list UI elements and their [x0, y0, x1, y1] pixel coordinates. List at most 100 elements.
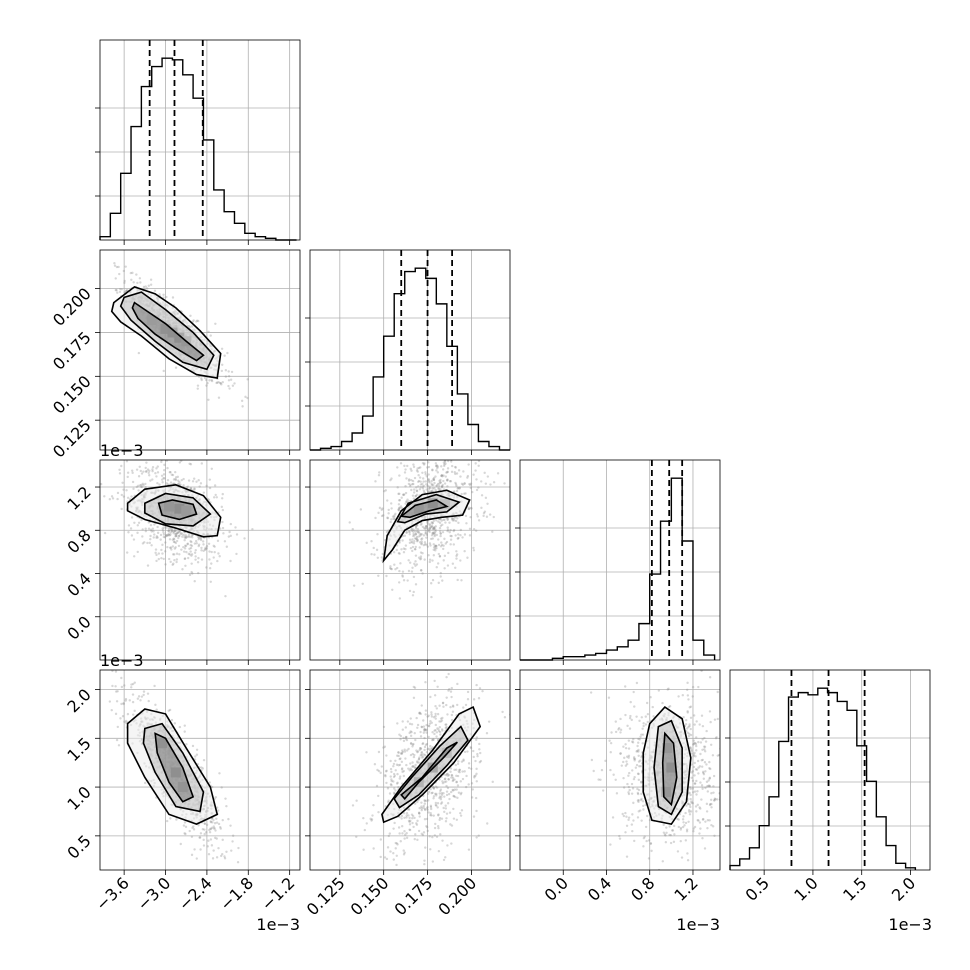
sample-point-2-1-185: [411, 482, 414, 486]
sample-point-3-1-622: [390, 778, 393, 781]
sample-point-2-1-886: [414, 530, 417, 533]
sample-point-2-0-258: [194, 548, 197, 552]
sample-point-3-1-599: [384, 775, 387, 778]
sample-point-3-2-89: [637, 810, 641, 813]
sample-point-3-1-727: [405, 831, 408, 835]
pair-content-1-0: [110, 262, 249, 408]
sample-point-3-1-353: [442, 858, 446, 862]
sample-point-3-1-549: [430, 721, 433, 724]
sample-point-3-1-501: [457, 760, 460, 763]
sample-point-2-1-441: [389, 520, 392, 524]
sample-point-2-1-785: [441, 579, 444, 582]
sample-point-2-1-272: [432, 478, 436, 481]
sample-point-3-1-410: [400, 825, 404, 828]
sample-point-3-1-807: [418, 812, 421, 815]
sample-point-2-1-157: [389, 566, 392, 570]
sample-point-2-0-470: [178, 461, 182, 464]
sample-point-3-1-412: [399, 734, 403, 738]
sample-point-3-1-867: [393, 774, 396, 777]
sample-point-3-1-386: [427, 714, 430, 717]
sample-point-2-1-763: [454, 442, 456, 444]
sample-point-3-1-180: [426, 829, 429, 833]
sample-point-3-2-173: [630, 718, 633, 722]
sample-point-3-1-341: [448, 687, 451, 691]
sample-point-2-0-230: [152, 536, 155, 539]
sample-point-3-0-107: [231, 840, 234, 843]
sample-point-2-0-522: [175, 532, 178, 536]
sample-point-3-1-740: [412, 825, 415, 829]
sample-point-2-1-119: [492, 480, 496, 484]
sample-point-2-1-833: [444, 475, 447, 478]
sample-point-2-0-172: [149, 479, 152, 482]
sample-point-2-1-689: [412, 534, 415, 538]
sample-point-2-1-719: [415, 537, 418, 541]
sample-point-2-1-591: [417, 480, 420, 483]
sample-point-2-1-364: [414, 545, 417, 549]
sample-point-2-0-503: [164, 563, 167, 566]
sample-point-2-0-541: [148, 469, 151, 472]
sample-point-1-0-339: [210, 379, 214, 383]
sample-point-2-0-36: [178, 553, 181, 556]
sample-point-2-0-21: [155, 467, 158, 470]
sample-point-2-0-224: [204, 547, 207, 551]
sample-point-3-2-170: [641, 800, 645, 803]
sample-point-2-0-268: [183, 547, 187, 550]
sample-point-3-1-788: [409, 819, 412, 823]
sample-point-3-1-799: [409, 734, 413, 738]
sample-point-2-0-693: [150, 544, 153, 547]
sample-point-3-1-693: [445, 675, 448, 679]
sample-point-2-1-836: [401, 574, 404, 577]
sample-point-2-0-537: [175, 532, 178, 535]
sample-point-3-1-463: [434, 785, 438, 788]
sample-point-2-1-141: [444, 521, 447, 524]
sample-point-2-0-586: [197, 571, 200, 575]
sample-point-3-1-513: [411, 814, 415, 818]
sample-point-3-2-107: [687, 802, 690, 805]
sample-point-3-1-731: [449, 690, 453, 693]
sample-point-2-1-103: [462, 470, 465, 473]
sample-point-2-0-360: [197, 538, 200, 541]
sample-point-3-1-388: [452, 778, 455, 782]
sample-point-2-1-731: [418, 532, 421, 535]
sample-point-3-1-199: [420, 807, 423, 810]
sample-point-2-1-155: [458, 487, 461, 490]
sample-point-2-0-498: [182, 550, 186, 553]
sample-point-3-1-848: [420, 754, 423, 757]
sample-point-3-0-432: [195, 748, 199, 751]
sample-point-2-1-54: [426, 527, 429, 530]
sample-point-3-1-219: [416, 750, 419, 754]
sample-point-2-1-808: [416, 524, 419, 527]
sample-point-2-1-93: [489, 483, 492, 486]
sample-point-2-0-85: [171, 473, 175, 477]
sample-point-2-1-566: [450, 470, 454, 474]
sample-point-2-1-5: [439, 481, 442, 484]
sample-point-1-0-625: [216, 381, 219, 384]
sample-point-3-1-236: [398, 757, 401, 761]
sample-point-3-0-524: [115, 738, 119, 742]
sample-point-2-0-273: [125, 551, 129, 554]
sample-point-2-1-382: [413, 534, 416, 537]
histogram-2: [520, 477, 716, 661]
sample-point-3-1-89: [503, 716, 507, 719]
sample-point-2-0-419: [220, 497, 224, 500]
sample-point-2-0-73: [111, 497, 115, 500]
sample-point-3-1-670: [422, 719, 425, 722]
contour-line-3-1-3: [381, 705, 482, 824]
sample-point-2-1-784: [409, 483, 412, 486]
sample-point-2-1-497: [480, 480, 483, 483]
sample-point-3-1-25: [396, 722, 399, 725]
sample-point-3-1-743: [440, 791, 444, 795]
sample-point-3-1-74: [413, 753, 416, 757]
sample-point-3-1-373: [428, 835, 431, 838]
sample-point-3-1-171: [429, 804, 433, 808]
sample-point-2-1-436: [431, 469, 434, 472]
sample-point-2-0-219: [191, 480, 195, 483]
sample-point-2-1-194: [415, 540, 419, 543]
sample-point-2-0-432: [191, 536, 194, 539]
sample-point-3-1-883: [407, 767, 410, 770]
sample-point-2-1-233: [392, 551, 396, 554]
sample-point-2-0-868: [162, 526, 165, 529]
sample-point-3-1-748: [416, 819, 419, 823]
sample-point-3-1-275: [372, 803, 375, 807]
sample-point-3-1-526: [450, 773, 453, 777]
